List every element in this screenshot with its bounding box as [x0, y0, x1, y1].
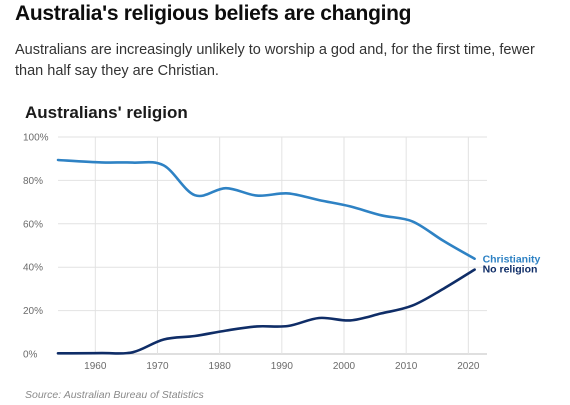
x-tick-label: 1960 — [84, 361, 107, 372]
y-tick-label: 0% — [23, 350, 38, 361]
standfirst: Australians are increasingly unlikely to… — [15, 42, 535, 79]
source-note: Source: Australian Bureau of Statistics — [25, 389, 204, 401]
series-line-no-religion — [56, 268, 476, 355]
y-tick-label: 80% — [23, 176, 43, 187]
gridlines — [58, 136, 487, 355]
x-axis-ticks: 1960 1970 1980 1990 2000 2010 2020 — [84, 361, 480, 372]
y-tick-label: 60% — [23, 219, 43, 230]
x-tick-label: 1990 — [271, 361, 294, 372]
series-lines — [56, 158, 476, 355]
y-axis-ticks: 0% 20% 40% 60% 80% 100% — [23, 133, 49, 361]
y-tick-label: 20% — [23, 306, 43, 317]
x-tick-label: 1970 — [146, 361, 169, 372]
chart-title: Australians' religion — [25, 103, 188, 122]
y-tick-label: 40% — [23, 263, 43, 274]
headline: Australia's religious beliefs are changi… — [15, 2, 412, 25]
x-tick-label: 1980 — [209, 361, 232, 372]
x-tick-label: 2020 — [457, 361, 480, 372]
x-tick-label: 2010 — [395, 361, 418, 372]
series-label-christianity: Christianity — [483, 254, 541, 266]
series-label-no-religion: No religion — [483, 264, 538, 276]
series-line-christianity — [56, 158, 476, 260]
x-tick-label: 2000 — [333, 361, 356, 372]
y-tick-label: 100% — [23, 133, 49, 144]
